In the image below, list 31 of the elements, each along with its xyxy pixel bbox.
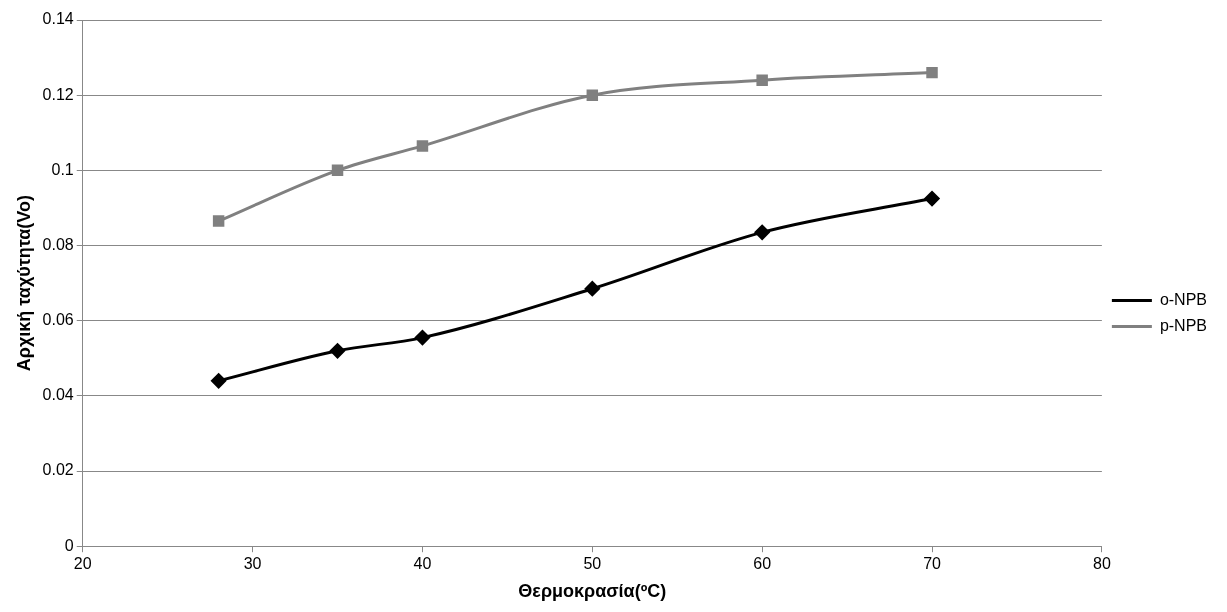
y-tick-label: 0 — [64, 536, 74, 554]
x-tick-label: 40 — [413, 555, 432, 573]
x-tick-label: 80 — [1092, 555, 1111, 573]
y-tick-label: 0.12 — [42, 85, 74, 103]
y-tick-label: 0.14 — [42, 10, 74, 28]
y-tick-label: 0.02 — [42, 461, 74, 479]
point — [754, 224, 770, 240]
x-tick-label: 60 — [753, 555, 772, 573]
x-tick-label: 70 — [923, 555, 942, 573]
x-tick-label: 50 — [583, 555, 602, 573]
y-tick-label: 0.06 — [42, 311, 74, 329]
x-axis-title: Θερμοκρασία(ºC) — [518, 581, 667, 602]
point — [330, 343, 346, 359]
point — [331, 164, 344, 177]
x-tick-label: 20 — [73, 555, 92, 573]
y-tick-label: 0.1 — [51, 160, 74, 178]
point — [211, 373, 227, 389]
x-tick-label: 30 — [243, 555, 262, 573]
point — [586, 89, 599, 101]
y-axis-title: Αρχική ταχύτητα(Vo) — [13, 194, 34, 372]
y-tick-label: 0.08 — [42, 235, 74, 253]
point — [926, 66, 938, 79]
point — [414, 330, 430, 346]
point — [924, 191, 940, 207]
point — [416, 140, 429, 152]
point — [584, 281, 600, 297]
point — [756, 74, 768, 86]
point — [212, 215, 225, 227]
legend-label: p-NPB — [1159, 316, 1207, 334]
legend-label: o-NPB — [1159, 290, 1207, 308]
y-tick-label: 0.04 — [42, 386, 74, 404]
